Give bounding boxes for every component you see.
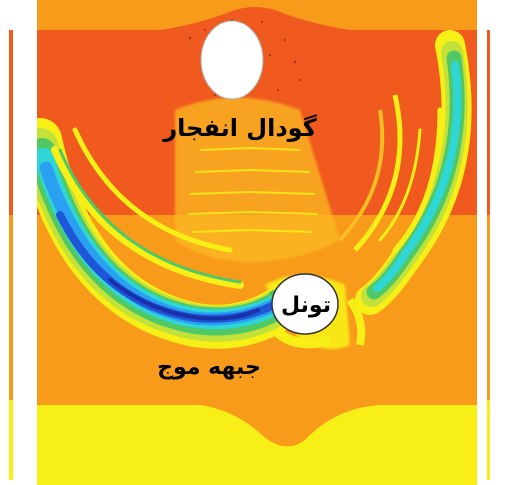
scatter-streaks [187, 146, 319, 233]
wavefront-right-band [355, 30, 472, 315]
blast-crater [200, 20, 264, 100]
left-edge-strip-upper [9, 30, 13, 215]
wavefront-left-band [37, 118, 307, 349]
tunnel-label: تونل [281, 293, 331, 318]
right-edge-strip-middle [487, 215, 490, 400]
model-domain [37, 0, 477, 485]
right-edge-strip-lower [487, 400, 490, 480]
left-edge-strip-middle [9, 215, 13, 400]
tunnel-opening [271, 273, 339, 335]
wavefront-left-secondary [51, 127, 244, 289]
scatter-fan-region [175, 97, 340, 262]
yellow-bottom-layer [37, 405, 477, 485]
crater-label: گودال انفجار [162, 114, 316, 142]
wavefront-label: جبهه موج [157, 355, 261, 380]
right-edge-strip-upper [487, 30, 490, 215]
left-edge-strip-lower [9, 400, 13, 480]
inner-right-arcs [338, 94, 403, 252]
